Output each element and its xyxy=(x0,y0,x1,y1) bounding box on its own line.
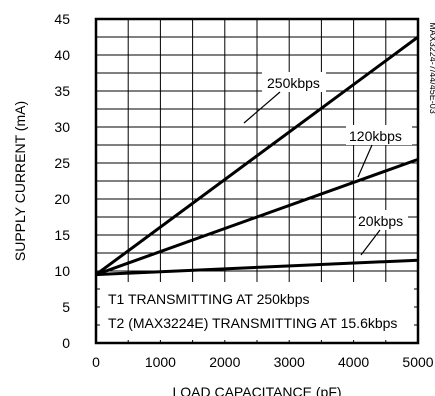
arrow-250kbps xyxy=(243,91,281,124)
series-label-120kbps: 120kbps xyxy=(349,128,402,144)
x-axis-title: LOAD CAPACITANCE (pF) xyxy=(172,384,341,396)
x-tick-label: 1000 xyxy=(145,354,176,370)
arrow-20kbps xyxy=(360,229,381,256)
x-tick-label: 3000 xyxy=(274,354,305,370)
y-axis-title: SUPPLY CURRENT (mA) xyxy=(12,101,28,261)
annotation-line-2: T2 (MAX3224E) TRANSMITTING AT 15.6kbps xyxy=(108,315,397,331)
series-label-20kbps: 20kbps xyxy=(358,213,403,229)
figure-id: MAX3224-7/44/45E-03 xyxy=(428,22,435,114)
x-tick-label: 2000 xyxy=(209,354,240,370)
series-line-250kbps xyxy=(95,35,419,276)
label-bg-20 xyxy=(356,210,408,230)
y-tick-label: 40 xyxy=(54,47,70,63)
y-tick-label: 0 xyxy=(62,335,70,351)
arrow-120kbps xyxy=(357,144,373,178)
series-line-20kbps xyxy=(95,258,419,277)
y-tick-label: 25 xyxy=(54,155,70,171)
annotation-line-1: T1 TRANSMITTING AT 250kbps xyxy=(108,291,310,307)
x-tick-label: 0 xyxy=(92,354,100,370)
legend-box xyxy=(100,282,414,340)
plot-frame xyxy=(94,17,420,345)
y-tick-label: 20 xyxy=(54,191,70,207)
y-tick-label: 45 xyxy=(54,11,70,27)
x-tick-label: 5000 xyxy=(402,354,433,370)
label-bg-120 xyxy=(346,125,412,145)
y-tick-label: 35 xyxy=(54,83,70,99)
y-tick-label: 30 xyxy=(54,119,70,135)
series-label-250kbps: 250kbps xyxy=(267,75,320,91)
y-tick-labels: 0 5 10 15 20 25 30 35 40 45 xyxy=(54,11,70,351)
series-line-120kbps xyxy=(95,157,419,277)
y-tick-label: 5 xyxy=(62,299,70,315)
label-bg-250 xyxy=(262,72,326,92)
x-tick-labels: 0 1000 2000 3000 4000 5000 xyxy=(92,354,434,370)
x-tick-label: 4000 xyxy=(338,354,369,370)
y-tick-label: 15 xyxy=(54,227,70,243)
series-lines xyxy=(95,35,419,277)
y-tick-label: 10 xyxy=(54,263,70,279)
